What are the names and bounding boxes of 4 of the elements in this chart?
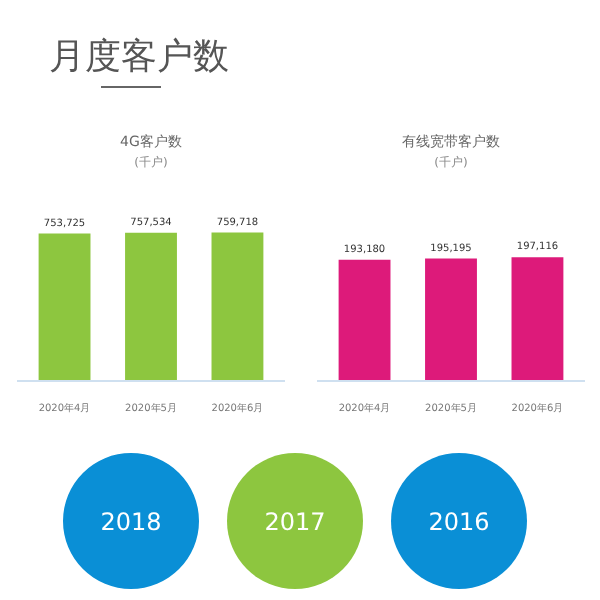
text: 2017 <box>264 508 326 536</box>
text: 月度客户数 <box>49 36 229 78</box>
text: 2018 <box>100 508 162 536</box>
text: 2016 <box>428 508 490 536</box>
